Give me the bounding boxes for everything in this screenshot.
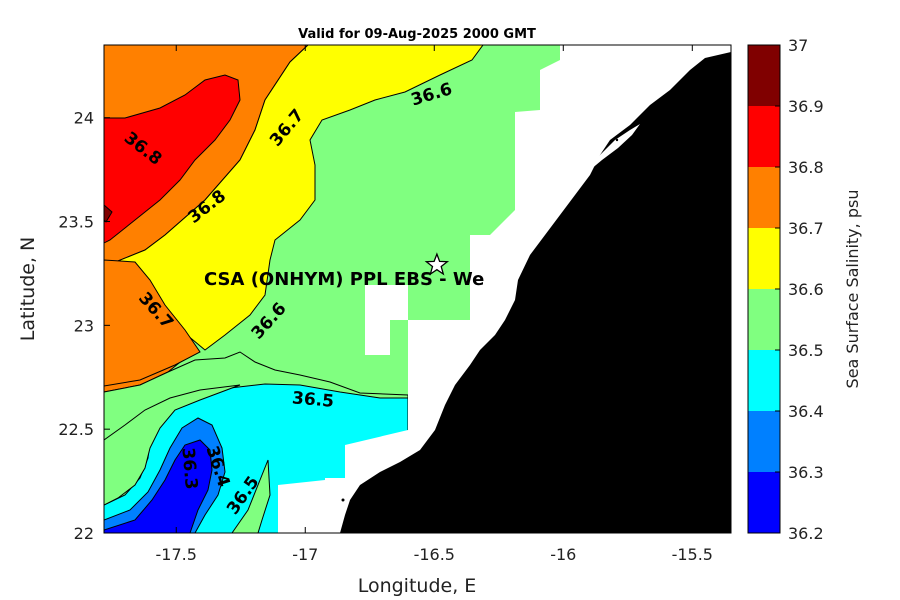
island [341, 498, 345, 502]
x-tick-label: -17.5 [156, 545, 197, 564]
island [615, 138, 619, 142]
contour-label: 36.5 [291, 388, 335, 412]
y-tick-label: 23 [74, 316, 94, 335]
y-tick-label: 23.5 [58, 213, 94, 232]
salinity-region-36.5-36.6-tongue [104, 384, 241, 506]
colorbar-tick-label: 36.2 [788, 524, 824, 543]
colorbar-tick-label: 36.9 [788, 97, 824, 116]
y-tick-label: 22.5 [58, 420, 94, 439]
y-axis: 22 22.5 23 23.5 24 [58, 109, 731, 543]
colorbar-tick-label: 36.4 [788, 402, 824, 421]
colorbar-tick-label: 36.3 [788, 463, 824, 482]
salinity-region-36.7-36.8-lobe [104, 259, 201, 387]
no-data-mask-ne [600, 45, 660, 80]
colorbar-tick-label: 36.8 [788, 158, 824, 177]
colorbar-segment [748, 167, 780, 228]
contour-label: 36.3 [177, 447, 201, 491]
colorbar-segment [748, 411, 780, 472]
colorbar-segment [748, 289, 780, 350]
land-mass [340, 52, 731, 533]
colorbar-tick-label: 36.7 [788, 219, 824, 238]
colorbar-label: Sea Surface Salinity, psu [843, 190, 862, 389]
map-plot-area [104, 45, 731, 533]
colorbar: 36.2 36.3 36.4 36.5 36.6 36.7 36.8 36.9 37 [747, 36, 824, 543]
station-annotation: CSA (ONHYM) PPL EBS - We [204, 252, 484, 290]
coastal-inlet [585, 124, 640, 170]
colorbar-segment [748, 472, 780, 533]
colorbar-segment [748, 350, 780, 411]
station-star-marker [424, 252, 450, 276]
salinity-region-36.2-36.3 [104, 439, 213, 533]
y-tick-label: 24 [74, 109, 94, 128]
plot-frame [103, 44, 732, 534]
x-tick-label: -17 [292, 545, 318, 564]
y-tick-label: 22 [74, 524, 94, 543]
station-label: CSA (ONHYM) PPL EBS - We [204, 269, 484, 290]
x-axis-label: Longitude, E [358, 575, 477, 597]
x-tick-label: -16 [550, 545, 576, 564]
colorbar-tick-label: 36.6 [788, 280, 824, 299]
chart-title: Valid for 09-Aug-2025 2000 GMT [298, 27, 536, 42]
salinity-region-36.8-36.9 [104, 74, 241, 244]
x-tick-label: -15.5 [672, 545, 713, 564]
x-axis: -17.5 -17 -16.5 -16 -15.5 [156, 45, 713, 564]
salinity-region-36.5-36.6-tail [231, 459, 271, 533]
y-axis-label: Latitude, N [17, 237, 39, 342]
salinity-region-36.6-36.7 [107, 45, 484, 351]
colorbar-tick-label: 36.5 [788, 341, 824, 360]
x-tick-label: -16.5 [414, 545, 455, 564]
colorbar-segment [748, 106, 780, 167]
colorbar-segment [748, 228, 780, 289]
colorbar-segment [748, 45, 780, 106]
colorbar-tick-label: 37 [788, 36, 808, 55]
